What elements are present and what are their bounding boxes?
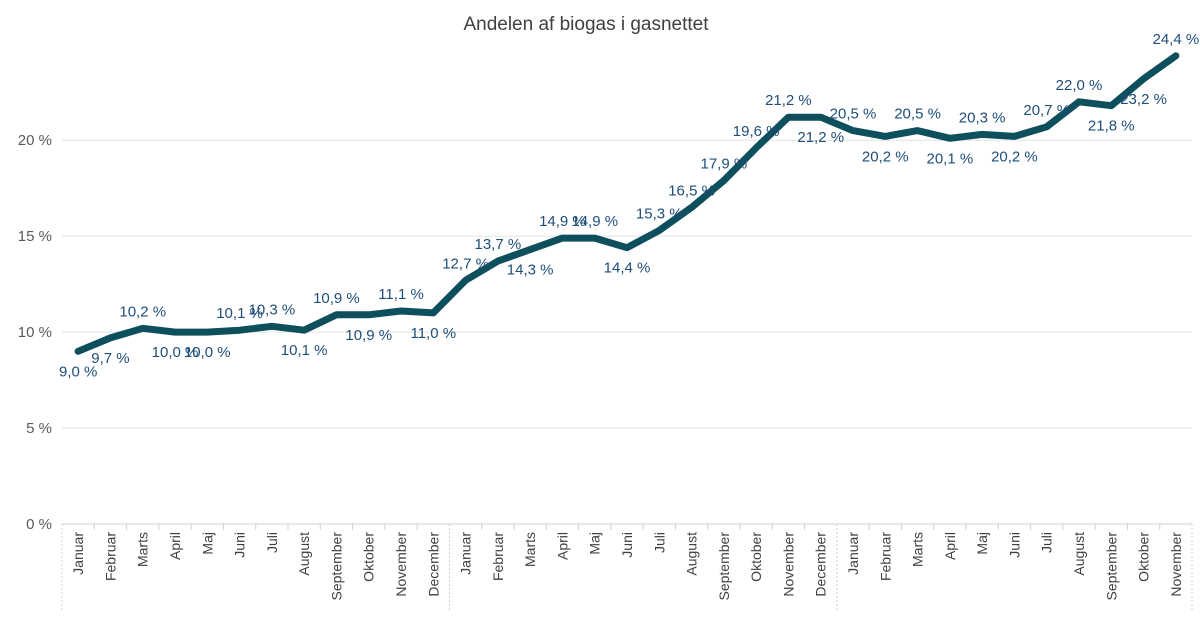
data-label: 23,2 % [1120, 91, 1167, 108]
x-tick-label: August [296, 532, 312, 576]
data-label: 21,2 % [797, 129, 844, 146]
data-label: 16,5 % [668, 182, 715, 199]
x-axis: Januar Februar Marts April Maj Juni Juli August… [61, 523, 1193, 612]
data-label: 20,2 % [991, 148, 1038, 165]
data-label: 20,5 % [830, 106, 877, 123]
y-tick-label: 15 % [18, 228, 52, 245]
data-label: 12,7 % [442, 255, 489, 272]
data-label: 20,2 % [862, 148, 909, 165]
x-tick-label: December [813, 532, 829, 597]
x-tick-label: November [1168, 532, 1184, 597]
data-label: 14,4 % [604, 260, 651, 277]
x-tick-label: Maj [974, 532, 990, 555]
x-tick-label: Februar [490, 532, 506, 581]
y-axis: 0 % 5 % 10 % 15 % 20 % [18, 132, 52, 533]
x-tick-label: Marts [910, 532, 926, 567]
data-label: 9,0 % [59, 363, 97, 380]
data-label: 21,8 % [1088, 118, 1135, 135]
x-tick-label: September [328, 532, 344, 601]
x-tick-label: Oktober [361, 532, 377, 582]
data-label: 10,1 % [281, 342, 328, 359]
x-tick-label: November [393, 532, 409, 597]
data-label: 9,7 % [91, 350, 129, 367]
data-label: 20,1 % [927, 150, 974, 167]
x-tick-label: Juni [1006, 532, 1022, 558]
data-label: 17,9 % [701, 155, 748, 172]
chart-title: Andelen af biogas i gasnettet [463, 14, 709, 35]
data-label: 11,0 % [410, 325, 456, 342]
data-label: 20,3 % [959, 109, 1006, 126]
data-label: 24,4 % [1153, 31, 1200, 48]
x-tick-label: Januar [845, 532, 861, 575]
y-tick-label: 5 % [26, 420, 52, 437]
x-tick-label: September [1103, 532, 1119, 601]
x-tick-label: Maj [199, 532, 215, 555]
x-tick-label: Oktober [748, 532, 764, 582]
x-tick-label: September [716, 532, 732, 601]
data-label: 19,6 % [733, 123, 780, 140]
data-label: 21,2 % [765, 92, 812, 109]
x-tick-label: December [425, 532, 441, 597]
data-label: 14,3 % [507, 262, 554, 279]
x-tick-label: Juli [264, 532, 280, 553]
data-label: 14,9 % [571, 213, 618, 230]
data-label: 11,1 % [378, 286, 424, 303]
data-label: 15,3 % [636, 205, 683, 222]
y-tick-label: 10 % [18, 324, 52, 341]
x-tick-label: Juni [619, 532, 635, 558]
x-tick-label: April [942, 532, 958, 560]
x-tick-label: Juli [651, 532, 667, 553]
x-tick-label: Marts [135, 532, 151, 567]
x-tick-label: Maj [587, 532, 603, 555]
data-label: 10,9 % [313, 290, 360, 307]
data-label: 14,9 % [539, 213, 586, 230]
x-tick-label: April [167, 532, 183, 560]
series-line-biogas-share [74, 52, 1180, 355]
x-tick-label: Februar [102, 532, 118, 581]
data-label: 22,0 % [1056, 77, 1103, 94]
data-label: 20,7 % [1023, 102, 1070, 119]
gridlines [62, 139, 1192, 429]
x-tick-label: April [554, 532, 570, 560]
data-label: 13,7 % [475, 236, 522, 253]
x-tick-label: Oktober [1136, 532, 1152, 582]
x-tick-label: August [684, 532, 700, 576]
x-tick-label: November [780, 532, 796, 597]
data-label: 20,5 % [894, 106, 941, 123]
data-labels: 9,0 %9,7 %10,2 %10,0 %10,0 %10,1 %10,3 %… [59, 31, 1199, 381]
y-tick-label: 20 % [18, 132, 52, 149]
x-tick-label: Februar [877, 532, 893, 581]
y-tick-label: 0 % [26, 516, 52, 533]
x-tick-label: Juni [232, 532, 248, 558]
data-label: 10,0 % [184, 344, 231, 361]
data-label: 10,9 % [345, 327, 392, 344]
data-label: 10,3 % [249, 301, 296, 318]
x-tick-label: Januar [458, 532, 474, 575]
x-tick-label: Januar [70, 532, 86, 575]
data-label: 10,1 % [216, 305, 263, 322]
data-label: 10,2 % [119, 303, 166, 320]
x-tick-label: August [1071, 532, 1087, 576]
data-label: 10,0 % [152, 344, 199, 361]
x-tick-label: Marts [522, 532, 538, 567]
x-tick-label: Juli [1039, 532, 1055, 553]
